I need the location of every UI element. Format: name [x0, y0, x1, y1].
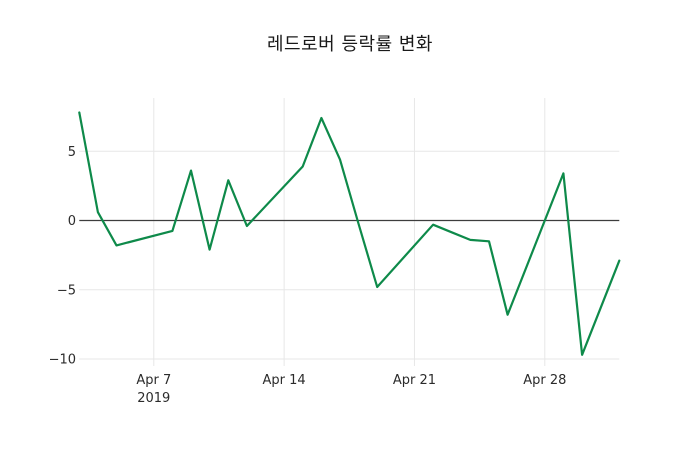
chart-title: 레드로버 등락률 변화 [267, 34, 433, 55]
x-tick-year-label: 2019 [137, 391, 170, 406]
y-tick-label: −5 [57, 283, 76, 298]
x-tick-label: Apr 28 [523, 373, 566, 388]
x-tick-label: Apr 21 [393, 373, 436, 388]
price-change-line [78, 111, 621, 356]
x-tick-label: Apr 14 [263, 373, 306, 388]
x-tick-label: Apr 7 [136, 373, 171, 388]
y-tick-label: −10 [49, 353, 76, 368]
y-tick-label: 5 [68, 145, 76, 160]
y-tick-label: 0 [68, 214, 76, 229]
